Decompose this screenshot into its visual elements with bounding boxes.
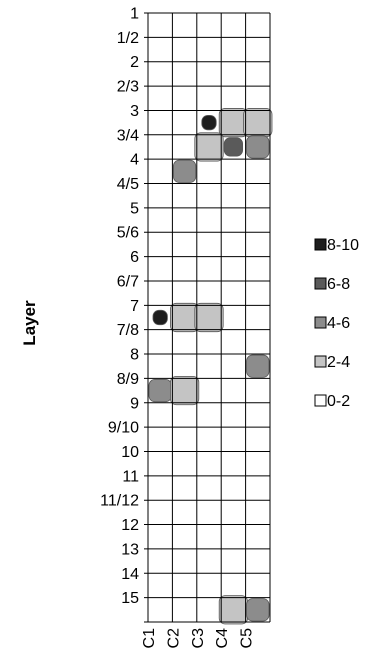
y-tick-label: 11/12	[100, 493, 139, 510]
y-tick-label: 1/2	[117, 30, 139, 47]
x-tick-labels: C1 C2 C3 C4 C5	[141, 628, 256, 649]
y-tick-label: 11	[122, 468, 139, 485]
heatmap-cell-C2-row-6	[172, 159, 197, 183]
y-tick-label: 10	[121, 444, 139, 461]
y-tick-label: 9	[130, 395, 139, 412]
x-tick-label: C1	[141, 628, 158, 649]
legend-label: 2-4	[327, 354, 350, 371]
y-tick-label: 7/8	[117, 322, 139, 339]
legend: 8-10 6-8 4-6 2-4 0-2	[314, 237, 359, 410]
y-tick-label: 2	[130, 54, 139, 71]
y-tick-label: 9/10	[108, 420, 139, 437]
y-tick-label: 1	[130, 6, 139, 23]
heatmap-cell-C3-row-12	[194, 302, 224, 333]
y-tick-label: 7	[130, 298, 139, 315]
y-tick-label: 8/9	[117, 371, 139, 388]
legend-label: 4-6	[327, 315, 350, 332]
heatmap-cell-C4-row-5	[223, 137, 243, 157]
y-tick-label: 5/6	[117, 225, 139, 242]
x-tick-label: C5	[239, 628, 256, 649]
y-tick-label: 6	[130, 249, 139, 266]
heatmap-cell-C1-row-15	[148, 378, 172, 403]
y-axis-label: Layer	[20, 300, 39, 346]
x-tick-label: C3	[190, 628, 207, 649]
heatmap-cell-C5-row-24	[246, 598, 270, 622]
heatmap-cell-C2-row-15	[169, 375, 200, 406]
heatmap-cell-C4-row-24	[218, 595, 248, 625]
legend-label: 0-2	[327, 393, 350, 410]
heatmap-cell-C5-row-4	[243, 108, 273, 138]
heatmap-cell-C3-row-5	[194, 132, 224, 162]
x-tick-label: C4	[214, 628, 231, 649]
legend-swatch	[314, 238, 327, 251]
y-tick-label: 13	[121, 541, 139, 558]
y-tick-label: 3	[130, 103, 139, 120]
y-tick-label: 3/4	[117, 127, 139, 144]
y-tick-label: 4	[130, 152, 139, 169]
legend-label: 8-10	[327, 237, 359, 254]
y-tick-label: 4/5	[117, 176, 139, 193]
y-tick-label: 12	[121, 517, 139, 534]
legend-swatch	[314, 277, 327, 290]
y-tick-label: 6/7	[117, 273, 139, 290]
legend-swatch	[314, 355, 327, 368]
legend-swatch	[314, 394, 327, 407]
heatmap-cell-C3-row-4	[201, 115, 217, 131]
y-tick-label: 2/3	[117, 79, 139, 96]
heatmap-cell-C5-row-5	[246, 135, 270, 159]
heatmap-cell-C1-row-12	[152, 309, 168, 326]
y-tick-label: 8	[130, 347, 139, 364]
legend-swatch	[314, 316, 327, 329]
x-tick-label: C2	[165, 628, 182, 649]
heatmap-cell-C5-row-14	[246, 354, 270, 378]
y-tick-label: 5	[130, 200, 139, 217]
y-tick-label: 15	[121, 590, 139, 607]
heatmap-cells	[148, 108, 273, 625]
y-tick-label: 14	[121, 566, 139, 583]
heatmap-grid	[144, 12, 271, 623]
legend-label: 6-8	[327, 276, 350, 293]
y-tick-labels: 1 1/2 2 2/3 3 3/4 4 4/5 5 5/6 6 6/7 7 7/8 8 8/9 9 9/10 10 1…	[100, 6, 139, 608]
